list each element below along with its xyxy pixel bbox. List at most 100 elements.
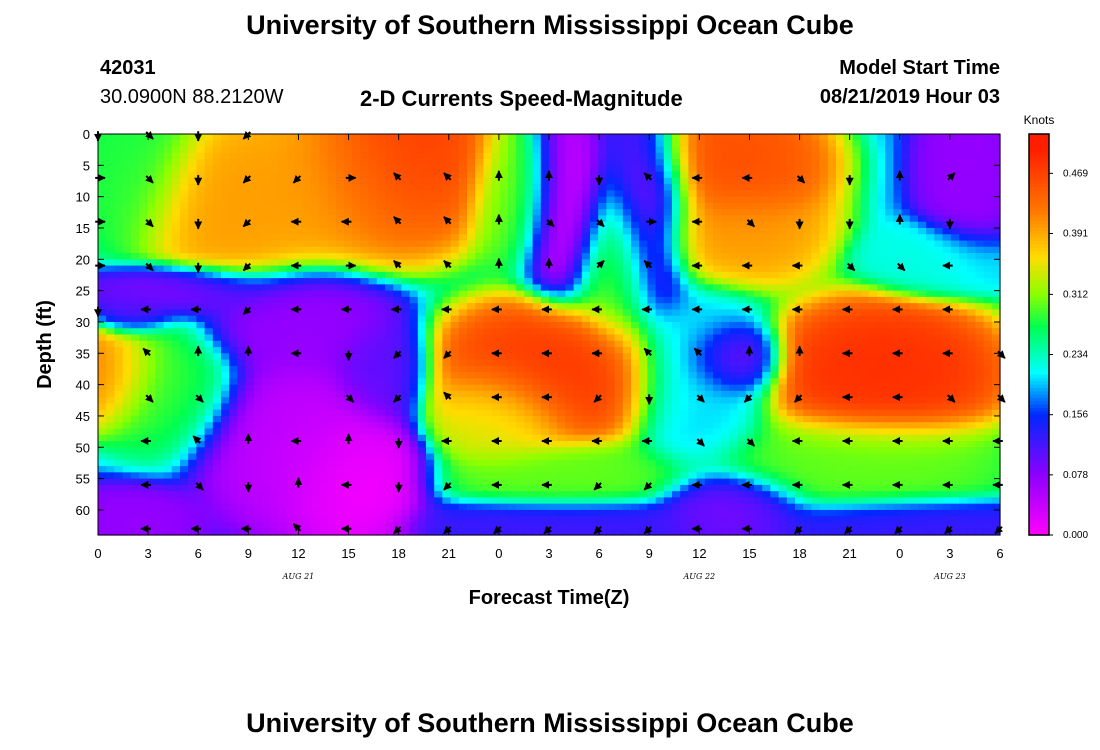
heatmap-cell [622, 397, 632, 405]
heatmap-cell [696, 202, 706, 210]
heatmap-cell [393, 441, 402, 448]
heatmap-cell [704, 484, 714, 492]
heatmap-cell [598, 347, 607, 354]
heatmap-cell [368, 390, 378, 398]
heatmap-cell [491, 196, 501, 204]
heatmap-cell [180, 184, 189, 191]
heatmap-cell [549, 491, 558, 499]
heatmap-cell [426, 503, 435, 511]
heatmap-cell [180, 390, 189, 398]
heatmap-cell [483, 347, 493, 354]
heatmap-cell [122, 309, 132, 317]
heatmap-cell [581, 472, 591, 480]
heatmap-cell [581, 309, 591, 317]
heatmap-cell [147, 196, 156, 204]
heatmap-cell [311, 491, 320, 499]
heatmap-cell [360, 159, 370, 166]
heatmap-cell [344, 190, 353, 198]
heatmap-cell [409, 459, 419, 467]
heatmap-cell [294, 234, 304, 242]
heatmap-cell [98, 428, 107, 436]
heatmap-cell [294, 240, 304, 248]
heatmap-cell [180, 428, 189, 436]
heatmap-cell [532, 259, 542, 267]
heatmap-cell [458, 234, 468, 242]
heatmap-cell [458, 516, 468, 524]
heatmap-cell [417, 227, 427, 235]
heatmap-cell [319, 321, 329, 329]
heatmap-cell [155, 422, 165, 430]
heatmap-cell [270, 296, 279, 304]
heatmap-cell [663, 321, 673, 329]
heatmap-cell [721, 478, 730, 486]
heatmap-cell [729, 234, 739, 242]
heatmap-cell [270, 415, 279, 423]
heatmap-cell [614, 190, 624, 198]
heatmap-cell [294, 384, 304, 392]
heatmap-cell [672, 265, 681, 273]
heatmap-cell [147, 209, 156, 217]
heatmap-cell [655, 171, 665, 179]
heatmap-cell [491, 265, 501, 273]
heatmap-cell [106, 152, 115, 160]
heatmap-cell [622, 328, 632, 336]
heatmap-cell [229, 253, 238, 260]
heatmap-cell [540, 378, 550, 386]
heatmap-cell [565, 491, 575, 499]
heatmap-cell [155, 334, 165, 342]
heatmap-cell [122, 522, 132, 530]
heatmap-cell [639, 409, 648, 417]
heatmap-cell [417, 447, 427, 455]
heatmap-cell [163, 503, 173, 511]
heatmap-cell [458, 202, 468, 210]
heatmap-cell [393, 509, 402, 517]
heatmap-cell [590, 503, 599, 511]
heatmap-cell [401, 365, 411, 373]
heatmap-cell [680, 278, 689, 285]
heatmap-cell [557, 403, 566, 411]
heatmap-cell [573, 390, 583, 398]
heatmap-cell [557, 328, 566, 336]
heatmap-cell [221, 259, 230, 267]
heatmap-cell [376, 522, 386, 530]
heatmap-cell [130, 234, 140, 242]
heatmap-cell [442, 290, 452, 298]
heatmap-cell [98, 459, 107, 467]
heatmap-cell [212, 209, 222, 217]
heatmap-cell [524, 202, 534, 210]
heatmap-cell [475, 159, 484, 166]
heatmap-cell [286, 146, 296, 154]
heatmap-cell [335, 334, 345, 342]
heatmap-cell [606, 296, 616, 304]
heatmap-cell [130, 284, 140, 292]
heatmap-cell [426, 497, 435, 505]
heatmap-cell [229, 397, 238, 405]
heatmap-cell [229, 434, 238, 442]
heatmap-cell [270, 177, 279, 185]
heatmap-cell [499, 165, 509, 173]
heatmap-cell [663, 309, 673, 317]
heatmap-cell [581, 347, 591, 354]
heatmap-cell [229, 365, 238, 373]
heatmap-cell [319, 472, 329, 480]
heatmap-cell [458, 140, 468, 148]
heatmap-cell [196, 503, 206, 511]
heatmap-cell [352, 209, 361, 217]
heatmap-cell [549, 441, 558, 448]
heatmap-cell [122, 215, 132, 223]
heatmap-cell [229, 403, 238, 411]
heatmap-cell [426, 215, 435, 223]
heatmap-cell [614, 509, 624, 517]
heatmap-cell [434, 152, 443, 160]
heatmap-cell [303, 321, 312, 329]
speed-heatmap [98, 134, 1001, 536]
heatmap-cell [204, 221, 214, 229]
heatmap-cell [590, 315, 599, 323]
heatmap-cell [696, 365, 706, 373]
heatmap-cell [368, 265, 378, 273]
heatmap-cell [98, 165, 107, 173]
heatmap-cell [311, 453, 320, 461]
heatmap-cell [155, 453, 165, 461]
heatmap-cell [573, 196, 583, 204]
heatmap-cell [196, 171, 206, 179]
